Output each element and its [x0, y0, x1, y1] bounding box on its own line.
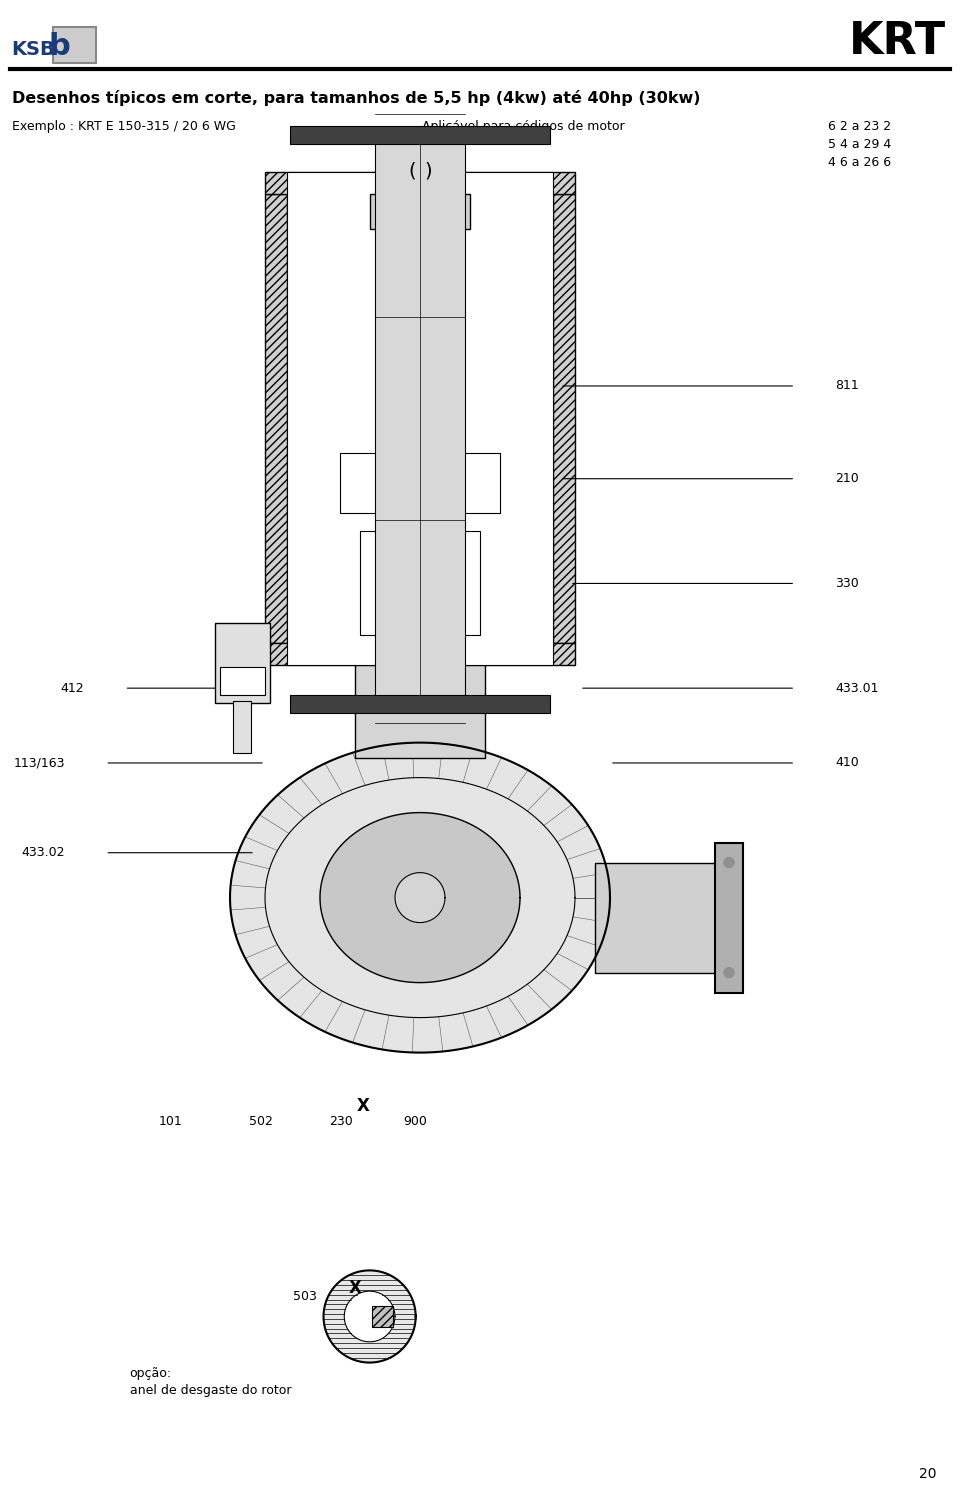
Bar — [53, 27, 96, 63]
Bar — [360, 531, 480, 636]
Bar — [375, 135, 465, 703]
Text: 20: 20 — [919, 1468, 936, 1481]
Text: 210: 210 — [835, 473, 859, 485]
Text: ): ) — [424, 162, 432, 180]
Text: 410: 410 — [835, 757, 859, 769]
Text: 113/163: 113/163 — [13, 757, 65, 769]
Text: X: X — [348, 1279, 362, 1297]
Bar — [553, 194, 575, 643]
Text: opção:
anel de desgaste do rotor: opção: anel de desgaste do rotor — [130, 1367, 291, 1397]
Bar — [215, 624, 270, 703]
Bar — [290, 696, 550, 714]
Text: Desenhos típicos em corte, para tamanhos de 5,5 hp (4kw) até 40hp (30kw): Desenhos típicos em corte, para tamanhos… — [12, 90, 700, 106]
Bar — [265, 194, 287, 643]
Polygon shape — [345, 1291, 395, 1342]
Text: Exemplo : KRT E 150-315 / 20 6 WG: Exemplo : KRT E 150-315 / 20 6 WG — [12, 120, 235, 133]
Bar — [340, 453, 500, 513]
Text: 6 2 a 23 2: 6 2 a 23 2 — [828, 120, 891, 133]
Polygon shape — [324, 1270, 416, 1363]
Bar — [320, 619, 520, 648]
Polygon shape — [230, 742, 610, 1053]
Bar — [295, 443, 545, 524]
Text: 433.02: 433.02 — [22, 847, 65, 859]
Text: KRT: KRT — [849, 21, 946, 63]
Text: 433.01: 433.01 — [835, 682, 878, 694]
Text: 230: 230 — [329, 1115, 352, 1128]
Text: 503: 503 — [293, 1290, 317, 1303]
Bar — [355, 648, 485, 757]
Text: 330: 330 — [835, 577, 859, 589]
Bar — [233, 702, 251, 752]
Circle shape — [724, 968, 734, 977]
Bar — [265, 172, 575, 194]
Text: 412: 412 — [60, 682, 84, 694]
Bar — [320, 524, 520, 643]
Text: 101: 101 — [159, 1115, 182, 1128]
Text: b: b — [49, 31, 70, 61]
Text: KSB: KSB — [12, 40, 56, 58]
Bar — [401, 172, 439, 465]
Bar — [402, 227, 438, 269]
Text: X: X — [356, 1097, 370, 1115]
Polygon shape — [395, 872, 445, 923]
Text: 4 6 a 26 6: 4 6 a 26 6 — [828, 156, 891, 169]
Bar — [715, 842, 743, 993]
Bar — [372, 1306, 393, 1327]
Text: 5 4 a 29 4: 5 4 a 29 4 — [828, 138, 891, 151]
Bar — [595, 863, 715, 972]
Text: Aplicável para códigos de motor: Aplicável para códigos de motor — [422, 120, 625, 133]
Text: 502: 502 — [250, 1115, 273, 1128]
Text: (: ( — [408, 162, 416, 180]
Bar — [265, 643, 575, 666]
Bar — [220, 667, 265, 696]
Bar — [287, 172, 553, 666]
Polygon shape — [320, 812, 520, 983]
Bar — [370, 194, 470, 229]
Circle shape — [724, 857, 734, 868]
Bar — [290, 127, 550, 145]
Text: 811: 811 — [835, 380, 859, 392]
Text: 900: 900 — [403, 1115, 426, 1128]
